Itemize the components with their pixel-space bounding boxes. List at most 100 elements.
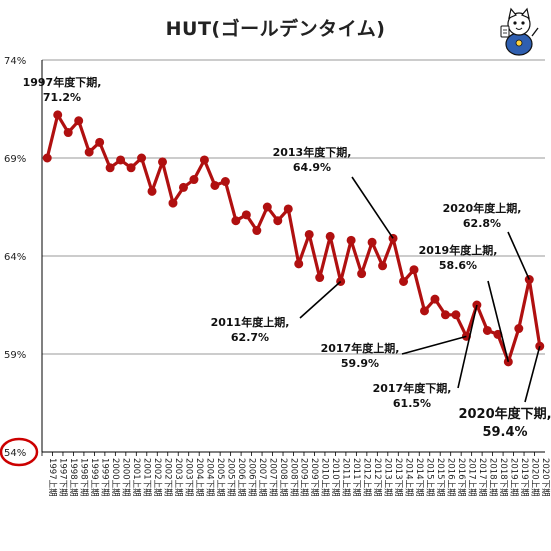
x-tick-label: 2010上期 bbox=[320, 458, 330, 497]
data-point bbox=[409, 265, 419, 275]
x-tick-label: 2007上期 bbox=[257, 458, 267, 497]
annotation-value: 64.9% bbox=[293, 161, 331, 174]
x-tick-label: 2017上期 bbox=[466, 458, 476, 497]
annotation-value: 58.6% bbox=[439, 259, 477, 272]
x-tick-label: 2013下期 bbox=[393, 458, 403, 497]
x-axis: 1997上期 1997下期 1998上期 1998下期 1999上期 1999下期 2000… bbox=[41, 451, 550, 497]
x-tick-label: 2006下期 bbox=[246, 458, 256, 497]
x-tick-label: 2003下期 bbox=[183, 458, 193, 497]
x-tick-label: 2019上期 bbox=[508, 458, 518, 497]
data-point bbox=[514, 324, 524, 334]
x-tick-label: 2004下期 bbox=[204, 458, 214, 497]
data-point bbox=[262, 202, 272, 212]
annotation-leader-line bbox=[457, 304, 478, 389]
data-point bbox=[95, 137, 105, 147]
x-tick-label: 2016上期 bbox=[445, 458, 455, 497]
x-tick-label: 1998上期 bbox=[68, 458, 78, 497]
annotations: 1997年度下期, 71.2% 2013年度下期, 64.9% 2011年度上期, 62.… bbox=[23, 75, 551, 440]
annotation-label: 2017年度上期, bbox=[321, 341, 400, 355]
annotation-leader-line bbox=[524, 345, 541, 403]
annotation-label: 2013年度下期, bbox=[273, 145, 352, 159]
data-point bbox=[42, 153, 52, 163]
x-tick-label: 2010下期 bbox=[330, 458, 340, 497]
x-tick-label: 1997下期 bbox=[58, 458, 68, 497]
x-tick-label: 2002下期 bbox=[163, 458, 173, 497]
data-point bbox=[210, 180, 220, 190]
x-tick-label: 2008上期 bbox=[278, 458, 288, 497]
annotation-value: 62.8% bbox=[463, 217, 501, 230]
data-point bbox=[199, 155, 209, 165]
annotation-value: 62.7% bbox=[231, 331, 269, 344]
annotation-value: 59.9% bbox=[341, 357, 379, 370]
annotation-leader-line bbox=[299, 280, 342, 319]
data-point bbox=[178, 182, 188, 192]
x-tick-label: 2007下期 bbox=[267, 458, 277, 497]
annotation-label: 2017年度下期, bbox=[373, 381, 452, 395]
data-point bbox=[378, 261, 388, 271]
x-tick-label: 1998下期 bbox=[79, 458, 89, 497]
annotation-label: 2020年度上期, bbox=[443, 201, 522, 215]
annotation-leader-line bbox=[401, 335, 467, 355]
x-tick-label: 2000下期 bbox=[121, 458, 131, 497]
data-point bbox=[220, 177, 230, 187]
x-tick-label: 1999下期 bbox=[100, 458, 110, 497]
x-tick-label: 2009下期 bbox=[309, 458, 319, 497]
data-point bbox=[357, 269, 367, 279]
x-tick-label: 2000上期 bbox=[110, 458, 120, 497]
annotation-label: 2019年度上期, bbox=[419, 243, 498, 257]
x-tick-label: 2001上期 bbox=[131, 458, 141, 497]
y-tick-label: 59% bbox=[4, 350, 26, 361]
data-point bbox=[231, 216, 241, 226]
x-tick-label: 2002上期 bbox=[152, 458, 162, 497]
data-point bbox=[168, 198, 178, 208]
data-point bbox=[399, 276, 409, 286]
x-tick-label: 2017下期 bbox=[477, 458, 487, 497]
data-point bbox=[273, 216, 283, 226]
annotation-label: 2011年度上期, bbox=[211, 315, 290, 329]
data-point bbox=[147, 186, 157, 196]
x-tick-label: 2004上期 bbox=[194, 458, 204, 497]
x-tick-label: 2020上期 bbox=[529, 458, 539, 497]
annotation-label: 2020年度下期, bbox=[458, 406, 551, 422]
annotation-value: 71.2% bbox=[43, 91, 81, 104]
highlight-circle bbox=[0, 437, 39, 467]
x-tick-label: 2008下期 bbox=[288, 458, 298, 497]
data-point bbox=[315, 273, 325, 283]
data-point bbox=[63, 128, 73, 138]
x-tick-label: 2001下期 bbox=[142, 458, 152, 497]
data-point bbox=[440, 310, 450, 320]
y-tick-label: 54% bbox=[4, 448, 26, 459]
x-tick-label: 1999上期 bbox=[89, 458, 99, 497]
x-tick-label: 2014上期 bbox=[404, 458, 414, 497]
annotation-label: 1997年度下期, bbox=[23, 75, 102, 89]
data-point bbox=[419, 306, 429, 316]
data-point bbox=[283, 204, 293, 214]
data-point bbox=[325, 231, 335, 241]
annotation-leader-line bbox=[507, 231, 531, 280]
x-tick-label: 2006上期 bbox=[236, 458, 246, 497]
data-point bbox=[482, 325, 492, 335]
x-tick-label: 2011上期 bbox=[341, 458, 351, 497]
data-point bbox=[137, 153, 147, 163]
annotation-leader-line bbox=[487, 280, 510, 363]
x-tick-label: 2016下期 bbox=[456, 458, 466, 497]
x-tick-label: 2019下期 bbox=[519, 458, 529, 497]
data-point bbox=[116, 155, 126, 165]
data-point bbox=[53, 110, 63, 120]
data-point bbox=[451, 310, 461, 320]
data-point bbox=[74, 116, 84, 126]
data-point bbox=[189, 175, 199, 185]
x-tick-label: 1997上期 bbox=[47, 458, 57, 497]
y-axis: 74% 69% 64% 59% 54% bbox=[0, 56, 43, 467]
x-tick-label: 2012下期 bbox=[372, 458, 382, 497]
data-point bbox=[430, 294, 440, 304]
data-point bbox=[158, 157, 168, 167]
x-tick-label: 2005上期 bbox=[215, 458, 225, 497]
x-tick-label: 2015上期 bbox=[424, 458, 434, 497]
cat-reporter-mascot-icon bbox=[500, 7, 539, 56]
x-tick-label: 2018下期 bbox=[498, 458, 508, 497]
x-tick-label: 2003上期 bbox=[173, 458, 183, 497]
x-tick-label: 2018上期 bbox=[487, 458, 497, 497]
annotation-leader-line bbox=[351, 176, 394, 239]
